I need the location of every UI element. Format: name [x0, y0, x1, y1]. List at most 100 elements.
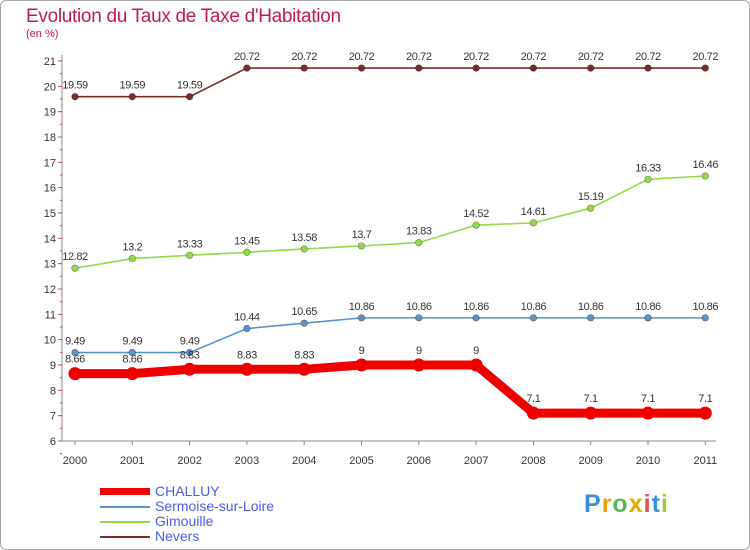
data-label-challuy: 7.1: [641, 393, 655, 405]
legend-label-nevers: Nevers: [155, 528, 200, 544]
y-tick-label: 20: [44, 81, 56, 93]
logo-letter: r: [601, 490, 613, 518]
series-line-challuy: [70, 360, 710, 418]
data-point-challuy: [125, 367, 139, 381]
data-point-gimouille: [529, 219, 538, 227]
data-label-sermoise-sur-loire: 10.86: [578, 301, 604, 313]
y-tick-label: 9: [50, 360, 56, 372]
x-tick-label: 2011: [693, 455, 717, 467]
legend-label-challuy: CHALLUY: [155, 483, 220, 499]
data-label-nevers: 20.72: [635, 51, 661, 63]
data-label-gimouille: 14.61: [521, 206, 547, 218]
data-label-gimouille: 16.46: [693, 159, 719, 171]
legend-item-challuy: CHALLUY: [100, 483, 330, 499]
data-label-challuy: 8.83: [237, 349, 257, 361]
data-label-nevers: 20.72: [349, 51, 375, 63]
y-tick-label: 15: [44, 208, 56, 220]
data-label-challuy: 8.66: [65, 354, 85, 366]
data-point-gimouille: [357, 242, 366, 250]
x-tick-label: 2003: [235, 455, 259, 467]
data-point-nevers: [186, 93, 194, 101]
data-point-challuy: [183, 362, 197, 376]
data-label-sermoise-sur-loire: 10.44: [234, 312, 260, 324]
y-tick-label: 21: [44, 56, 56, 68]
data-label-gimouille: 13.33: [177, 238, 203, 250]
data-point-gimouille: [701, 172, 709, 180]
data-label-gimouille: 15.19: [578, 191, 604, 203]
data-point-sermoise-sur-loire: [472, 314, 480, 322]
logo-letter: i: [643, 490, 652, 518]
legend-item-gimouille: Gimouille: [100, 513, 330, 529]
legend-swatch-gimouille: [100, 521, 150, 523]
data-point-nevers: [128, 93, 136, 101]
data-point-challuy: [355, 358, 368, 372]
y-tick-label: 7: [50, 411, 56, 423]
data-label-challuy: 9: [359, 345, 365, 357]
data-label-nevers: 20.72: [234, 51, 260, 63]
data-label-nevers: 20.72: [521, 51, 547, 63]
data-point-nevers: [529, 64, 538, 72]
data-label-sermoise-sur-loire: 10.86: [406, 301, 432, 313]
legend-swatch-nevers: [100, 536, 150, 538]
y-tick-label: 16: [44, 183, 56, 195]
data-point-nevers: [644, 64, 652, 72]
data-point-challuy: [469, 358, 483, 372]
data-label-nevers: 19.59: [62, 80, 88, 92]
data-point-gimouille: [186, 251, 194, 259]
data-point-nevers: [243, 64, 251, 72]
data-point-nevers: [357, 64, 366, 72]
data-point-challuy: [297, 362, 311, 376]
data-label-challuy: 8.83: [180, 349, 200, 361]
data-label-sermoise-sur-loire: 10.86: [635, 301, 661, 313]
y-tick-label: 17: [44, 157, 56, 169]
x-tick-label: 2000: [63, 455, 87, 467]
data-label-challuy: 7.1: [698, 393, 712, 405]
data-label-sermoise-sur-loire: 9.49: [65, 336, 85, 348]
data-point-nevers: [587, 64, 595, 72]
chart-title: Evolution du Taux de Taxe d'Habitation: [26, 6, 341, 27]
data-point-nevers: [701, 64, 709, 72]
data-point-sermoise-sur-loire: [587, 314, 595, 322]
data-label-challuy: 7.1: [584, 393, 598, 405]
line-chart: 6 7 8 9 10 11 12 13 14 15 16 17 18 19 20 21 2000 2001 2002…: [44, 51, 719, 467]
data-label-challuy: 8.83: [294, 349, 314, 361]
y-tick-label: 18: [44, 132, 56, 144]
x-tick-label: 2006: [407, 455, 431, 467]
data-point-sermoise-sur-loire: [701, 314, 709, 322]
logo-letter: x: [628, 490, 644, 518]
y-tick-label: 19: [44, 107, 56, 119]
data-label-nevers: 20.72: [578, 51, 604, 63]
x-tick-label: 2005: [349, 455, 373, 467]
logo-letter: P: [584, 490, 602, 518]
series-line-gimouille: [74, 175, 706, 270]
y-tick-label: 6: [50, 436, 56, 448]
data-label-challuy: 9: [416, 345, 422, 357]
x-tick-label: 2004: [292, 455, 316, 467]
data-point-gimouille: [472, 221, 480, 229]
legend-item-sermoise: Sermoise-sur-Loire: [100, 498, 330, 514]
data-point-gimouille: [644, 175, 652, 183]
x-tick-label: 2007: [464, 455, 488, 467]
x-tick-label: 2009: [578, 455, 602, 467]
data-point-challuy: [641, 406, 655, 420]
x-tick-label: 2008: [521, 455, 545, 467]
data-label-gimouille: 16.33: [635, 162, 661, 174]
data-label-challuy: 7.1: [526, 393, 540, 405]
logo-letter: t: [651, 490, 661, 518]
legend-swatch-challuy: [100, 488, 150, 495]
data-label-sermoise-sur-loire: 9.49: [122, 336, 142, 348]
y-tick-label: 14: [44, 233, 56, 245]
legend-item-nevers: Nevers: [100, 528, 330, 544]
data-point-gimouille: [587, 204, 595, 212]
data-point-sermoise-sur-loire: [243, 324, 251, 333]
data-label-gimouille: 12.82: [62, 251, 88, 263]
data-point-sermoise-sur-loire: [415, 314, 423, 322]
data-point-challuy: [412, 358, 426, 372]
data-point-sermoise-sur-loire: [529, 314, 538, 322]
data-label-nevers: 20.72: [291, 51, 317, 63]
chart-unit: (en %): [26, 28, 59, 40]
y-tick-label: 10: [44, 335, 56, 347]
data-label-sermoise-sur-loire: 10.86: [463, 301, 489, 313]
series-line-nevers: [75, 67, 706, 98]
data-label-sermoise-sur-loire: 10.86: [693, 301, 719, 313]
